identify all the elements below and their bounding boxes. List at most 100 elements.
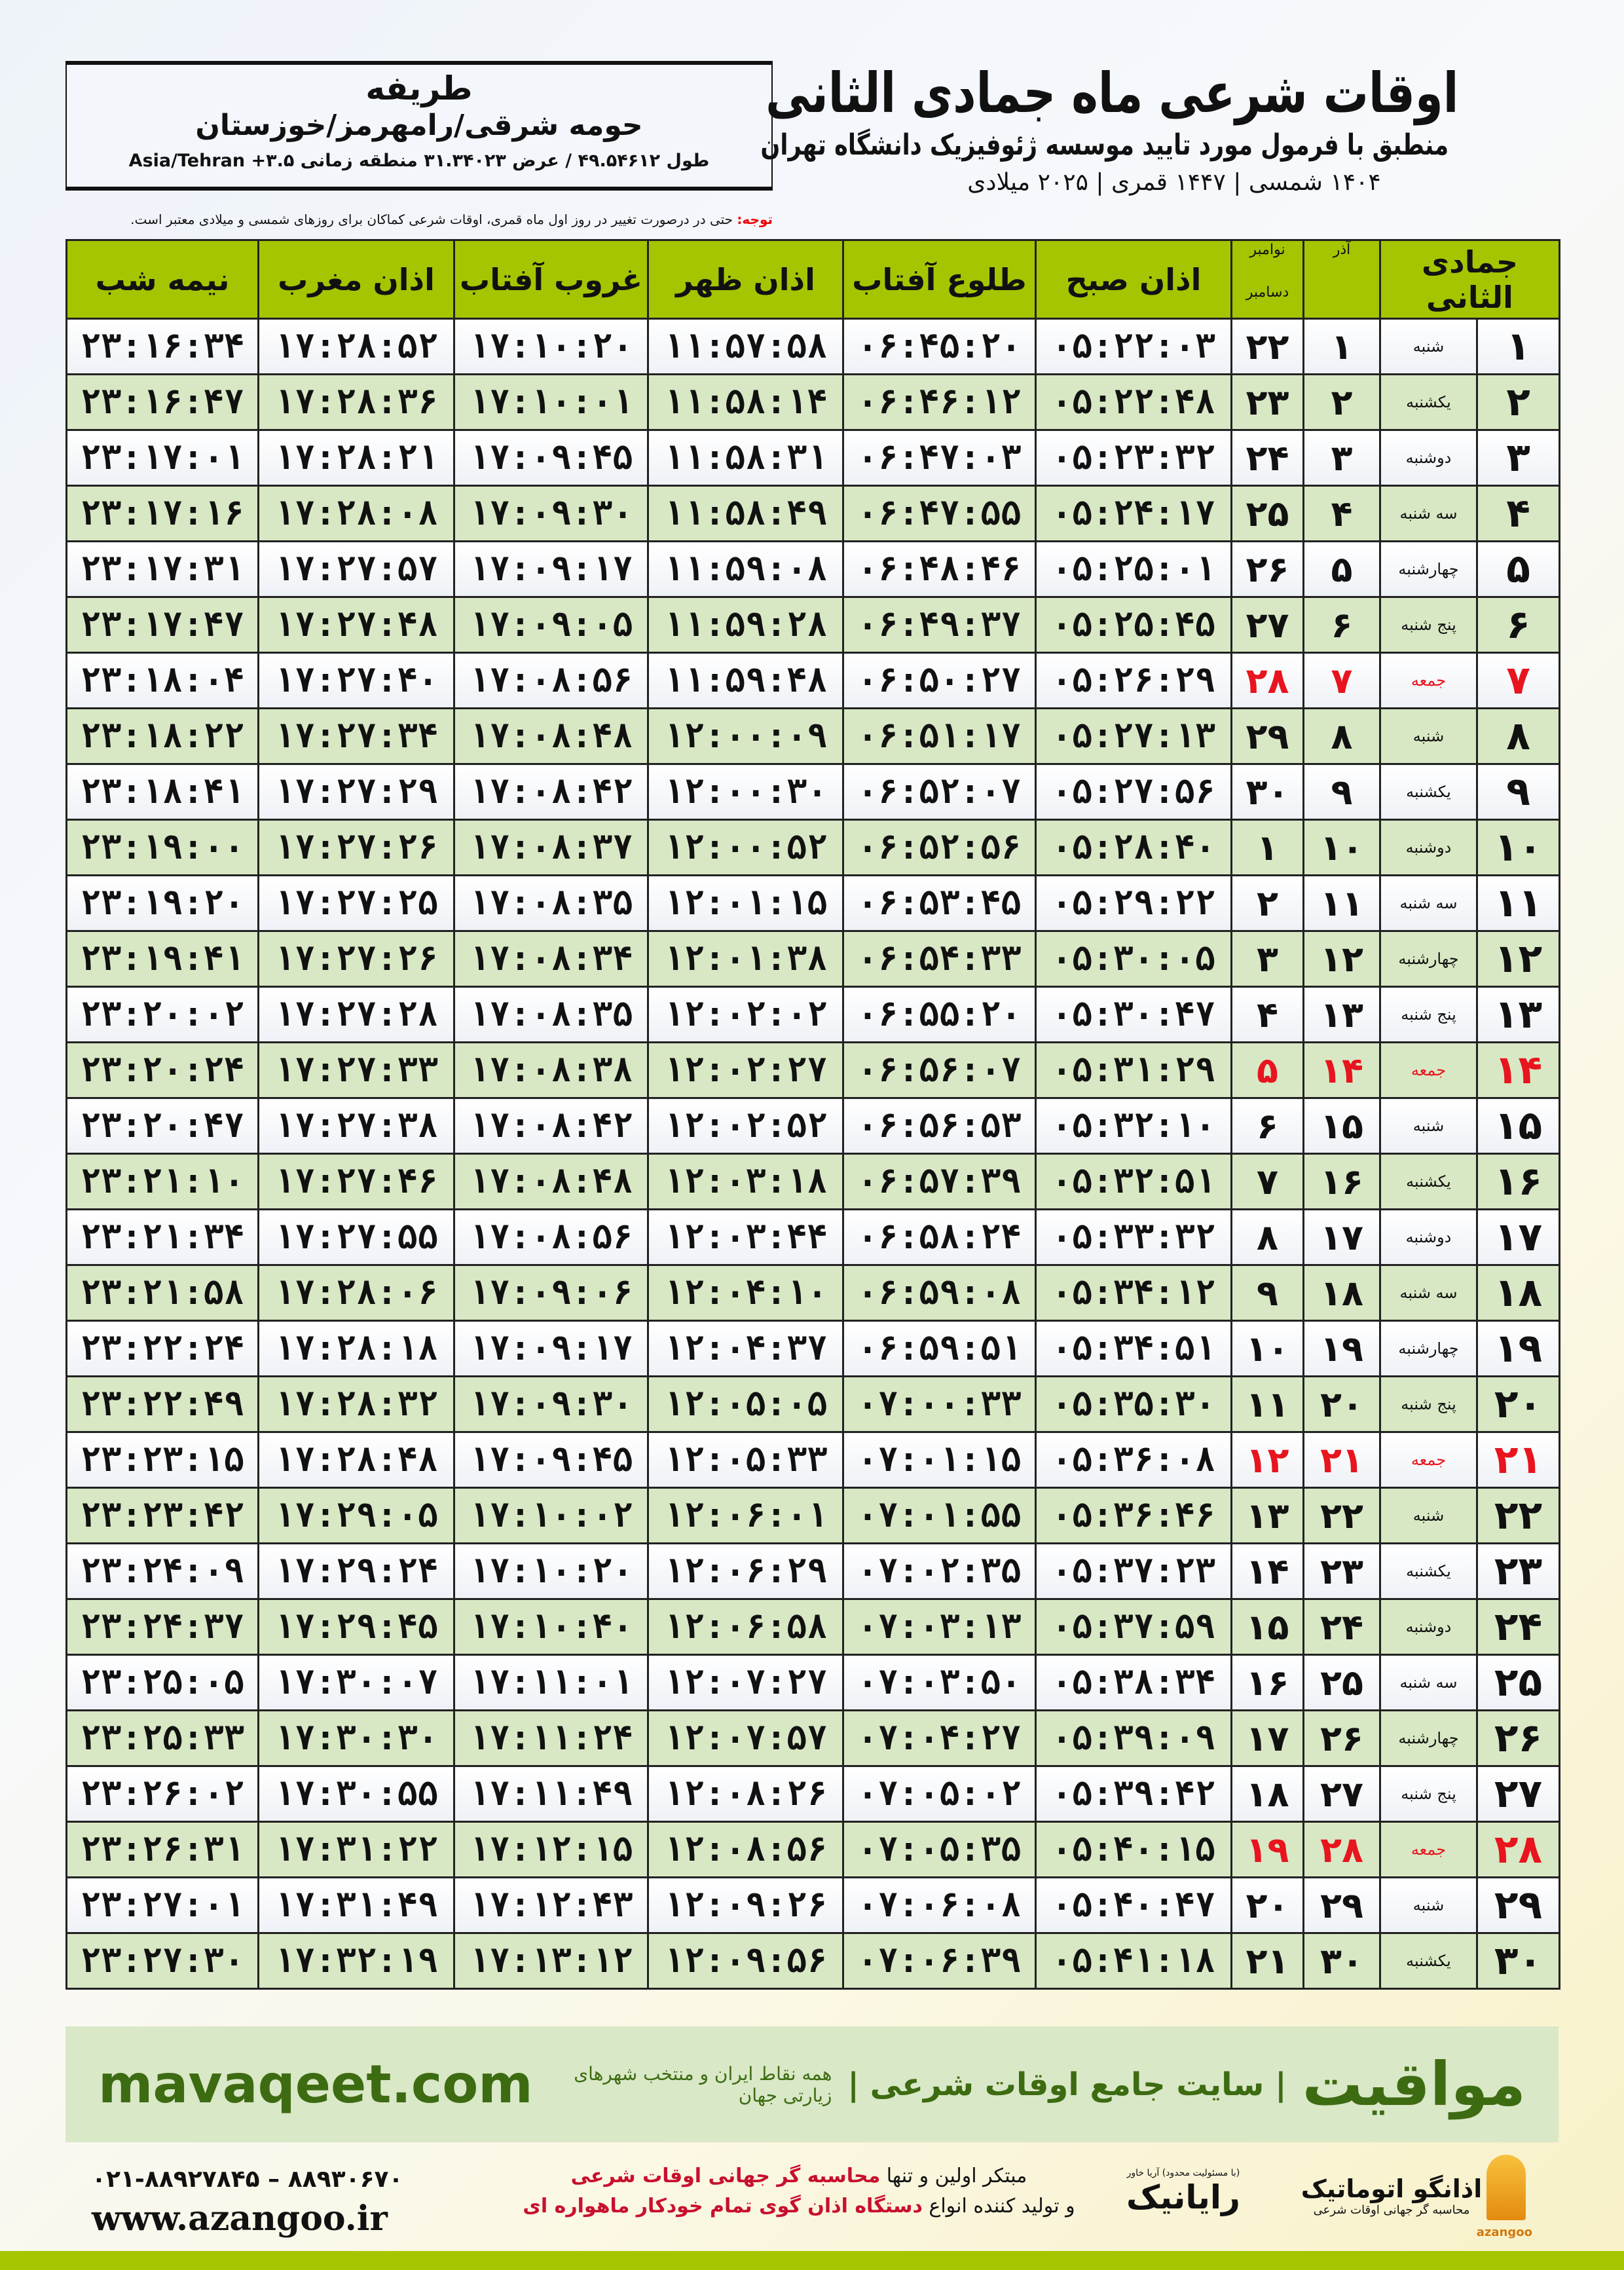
- weekday-cell: دوشنبه: [1378, 429, 1479, 487]
- dhuhr-cell: ۱۱:۵۹:۴۸: [647, 652, 844, 709]
- bottom-bar: [0, 2251, 1624, 2270]
- hijri-day-cell: ۲۷: [1476, 1765, 1561, 1823]
- slogan-text: و تولید کننده انواع: [922, 2195, 1075, 2218]
- fajr-cell: ۰۵:۲۲:۴۸: [1035, 373, 1232, 431]
- fajr-cell: ۰۵:۴۰:۱۵: [1035, 1821, 1232, 1878]
- sunrise-cell: ۰۶:۵۵:۲۰: [842, 986, 1037, 1043]
- header-dhuhr: اذان ظهر: [647, 239, 844, 320]
- slogan-text: مبتکر اولین و تنها: [880, 2165, 1027, 2187]
- sunrise-cell: ۰۶:۴۵:۲۰: [842, 318, 1037, 375]
- maghrib-cell: ۱۷:۲۷:۲۹: [257, 763, 455, 821]
- azangoo-link[interactable]: www.azangoo.ir: [92, 2199, 388, 2239]
- header-fajr: اذان صبح: [1035, 239, 1232, 320]
- weekday-cell: پنج شنبه: [1378, 1765, 1479, 1823]
- weekday-cell: چهارشنبه: [1378, 1709, 1479, 1767]
- weekday-cell: دوشنبه: [1378, 819, 1479, 876]
- dhuhr-cell: ۱۱:۵۷:۵۸: [647, 318, 844, 375]
- azar-day-cell: ۲۱: [1302, 1431, 1381, 1489]
- maghrib-cell: ۱۷:۲۷:۳۳: [257, 1041, 455, 1099]
- sunrise-cell: ۰۶:۵۶:۵۳: [842, 1097, 1037, 1155]
- table-row: ۲۲ شنبه ۲۲ ۱۳ ۰۵:۳۶:۴۶ ۰۷:۰۱:۵۵ ۱۲:۰۶:۰۱ ۱۷:۱۰:…: [65, 1487, 1561, 1544]
- gregorian-day-cell: ۱۹: [1230, 1821, 1304, 1878]
- banner-tagline: | سایت جامع اوقات شرعی |: [847, 2066, 1287, 2103]
- table-row: ۷ جمعه ۷ ۲۸ ۰۵:۲۶:۲۹ ۰۶:۵۰:۲۷ ۱۱:۵۹:۴۸ ۱۷:۰۸:۵۶…: [65, 652, 1561, 709]
- slogan-highlight: دستگاه اذان گوی تمام خودکار ماهواره ای: [523, 2195, 923, 2218]
- sunset-cell: ۱۷:۰۸:۴۲: [453, 1097, 649, 1155]
- weekday-cell: شنبه: [1378, 1487, 1479, 1544]
- sunrise-cell: ۰۷:۰۳:۵۰: [842, 1654, 1037, 1711]
- maghrib-cell: ۱۷:۲۸:۳۲: [257, 1375, 455, 1433]
- sunrise-cell: ۰۷:۰۵:۳۵: [842, 1821, 1037, 1878]
- sunset-cell: ۱۷:۱۰:۲۰: [453, 1542, 649, 1600]
- table-row: ۲۶ چهارشنبه ۲۶ ۱۷ ۰۵:۳۹:۰۹ ۰۷:۰۴:۲۷ ۱۲:۰۷:۵۷ ۱۷…: [65, 1709, 1561, 1767]
- fajr-cell: ۰۵:۳۳:۳۲: [1035, 1208, 1232, 1266]
- dhuhr-cell: ۱۲:۰۱:۱۵: [647, 874, 844, 932]
- fajr-cell: ۰۵:۳۹:۰۹: [1035, 1709, 1232, 1767]
- sunrise-cell: ۰۷:۰۶:۰۸: [842, 1876, 1037, 1934]
- sunset-cell: ۱۷:۱۳:۱۲: [453, 1932, 649, 1990]
- note-label: توجه:: [737, 212, 773, 227]
- dhuhr-cell: ۱۲:۰۴:۱۰: [647, 1264, 844, 1322]
- maghrib-cell: ۱۷:۲۹:۴۵: [257, 1598, 455, 1656]
- sunrise-cell: ۰۶:۴۸:۴۶: [842, 540, 1037, 598]
- weekday-cell: یکشنبه: [1378, 1932, 1479, 1990]
- maghrib-cell: ۱۷:۳۰:۵۵: [257, 1765, 455, 1823]
- fajr-cell: ۰۵:۲۲:۰۳: [1035, 318, 1232, 375]
- weekday-cell: یکشنبه: [1378, 1542, 1479, 1600]
- weekday-cell: شنبه: [1378, 1097, 1479, 1155]
- gregorian-day-cell: ۲۷: [1230, 596, 1304, 654]
- midnight-cell: ۲۳:۲۶:۳۱: [65, 1821, 259, 1878]
- hijri-day-cell: ۳۰: [1476, 1932, 1561, 1990]
- gregorian-day-cell: ۱۷: [1230, 1709, 1304, 1767]
- table-row: ۱۷ دوشنبه ۱۷ ۸ ۰۵:۳۳:۳۲ ۰۶:۵۸:۲۴ ۱۲:۰۳:۴۴ ۱۷:۰۸…: [65, 1208, 1561, 1266]
- table-row: ۲۵ سه شنبه ۲۵ ۱۶ ۰۵:۳۸:۳۴ ۰۷:۰۳:۵۰ ۱۲:۰۷:۲۷ ۱۷:…: [65, 1654, 1561, 1711]
- sunrise-cell: ۰۶:۵۳:۴۵: [842, 874, 1037, 932]
- weekday-cell: چهارشنبه: [1378, 930, 1479, 988]
- azar-day-cell: ۲۹: [1302, 1876, 1381, 1934]
- hijri-day-cell: ۲۰: [1476, 1375, 1561, 1433]
- azar-day-cell: ۳: [1302, 429, 1381, 487]
- azar-day-cell: ۲۳: [1302, 1542, 1381, 1600]
- weekday-cell: چهارشنبه: [1378, 1320, 1479, 1377]
- hijri-day-cell: ۲۳: [1476, 1542, 1561, 1600]
- dhuhr-cell: ۱۱:۵۹:۰۸: [647, 540, 844, 598]
- slogan-line-2: و تولید کننده انواع دستگاه اذان گوی تمام…: [498, 2191, 1100, 2222]
- table-row: ۱۲ چهارشنبه ۱۲ ۳ ۰۵:۳۰:۰۵ ۰۶:۵۴:۳۳ ۱۲:۰۱:۳۸ ۱۷:…: [65, 930, 1561, 988]
- maghrib-cell: ۱۷:۳۲:۱۹: [257, 1932, 455, 1990]
- sunrise-cell: ۰۷:۰۱:۵۵: [842, 1487, 1037, 1544]
- sunset-cell: ۱۷:۰۸:۵۶: [453, 652, 649, 709]
- midnight-cell: ۲۳:۱۷:۰۱: [65, 429, 259, 487]
- sunset-cell: ۱۷:۰۸:۳۴: [453, 930, 649, 988]
- header-hijri: جمادی الثانی: [1378, 239, 1561, 320]
- midnight-cell: ۲۳:۱۸:۲۲: [65, 707, 259, 765]
- gregorian-day-cell: ۲۹: [1230, 707, 1304, 765]
- hijri-day-cell: ۱۸: [1476, 1264, 1561, 1322]
- mavaqeet-link[interactable]: mavaqeet.com: [98, 2054, 533, 2115]
- midnight-cell: ۲۳:۱۸:۰۴: [65, 652, 259, 709]
- maghrib-cell: ۱۷:۲۸:۰۸: [257, 485, 455, 542]
- azar-day-cell: ۸: [1302, 707, 1381, 765]
- sunrise-cell: ۰۶:۵۸:۲۴: [842, 1208, 1037, 1266]
- dhuhr-cell: ۱۲:۰۵:۰۵: [647, 1375, 844, 1433]
- dhuhr-cell: ۱۲:۰۲:۵۲: [647, 1097, 844, 1155]
- hijri-day-cell: ۲۹: [1476, 1876, 1561, 1934]
- gregorian-day-cell: ۷: [1230, 1153, 1304, 1210]
- midnight-cell: ۲۳:۱۹:۲۰: [65, 874, 259, 932]
- table-row: ۱۴ جمعه ۱۴ ۵ ۰۵:۳۱:۲۹ ۰۶:۵۶:۰۷ ۱۲:۰۲:۲۷ ۱۷:۰۸:۳…: [65, 1041, 1561, 1099]
- fajr-cell: ۰۵:۳۸:۳۴: [1035, 1654, 1232, 1711]
- fajr-cell: ۰۵:۲۷:۵۶: [1035, 763, 1232, 821]
- sunrise-cell: ۰۶:۴۶:۱۲: [842, 373, 1037, 431]
- table-row: ۱۰ دوشنبه ۱۰ ۱ ۰۵:۲۸:۴۰ ۰۶:۵۲:۵۶ ۱۲:۰۰:۵۲ ۱۷:۰۸…: [65, 819, 1561, 876]
- fajr-cell: ۰۵:۳۷:۲۳: [1035, 1542, 1232, 1600]
- sunset-cell: ۱۷:۰۹:۴۵: [453, 1431, 649, 1489]
- azar-day-cell: ۶: [1302, 596, 1381, 654]
- sunrise-cell: ۰۶:۵۲:۵۶: [842, 819, 1037, 876]
- header-sunrise: طلوع آفتاب: [842, 239, 1037, 320]
- table-header: جمادی الثانی آذر نوامبر دسامبر اذان صبح ط…: [65, 239, 1561, 320]
- midnight-cell: ۲۳:۱۹:۰۰: [65, 819, 259, 876]
- rayanik-logo: (با مسئولیت محدود) آریا خاور رایانیک: [1126, 2168, 1240, 2216]
- sunrise-cell: ۰۷:۰۶:۳۹: [842, 1932, 1037, 1990]
- dhuhr-cell: ۱۲:۰۷:۵۷: [647, 1709, 844, 1767]
- sunset-cell: ۱۷:۱۲:۱۵: [453, 1821, 649, 1878]
- midnight-cell: ۲۳:۲۵:۳۳: [65, 1709, 259, 1767]
